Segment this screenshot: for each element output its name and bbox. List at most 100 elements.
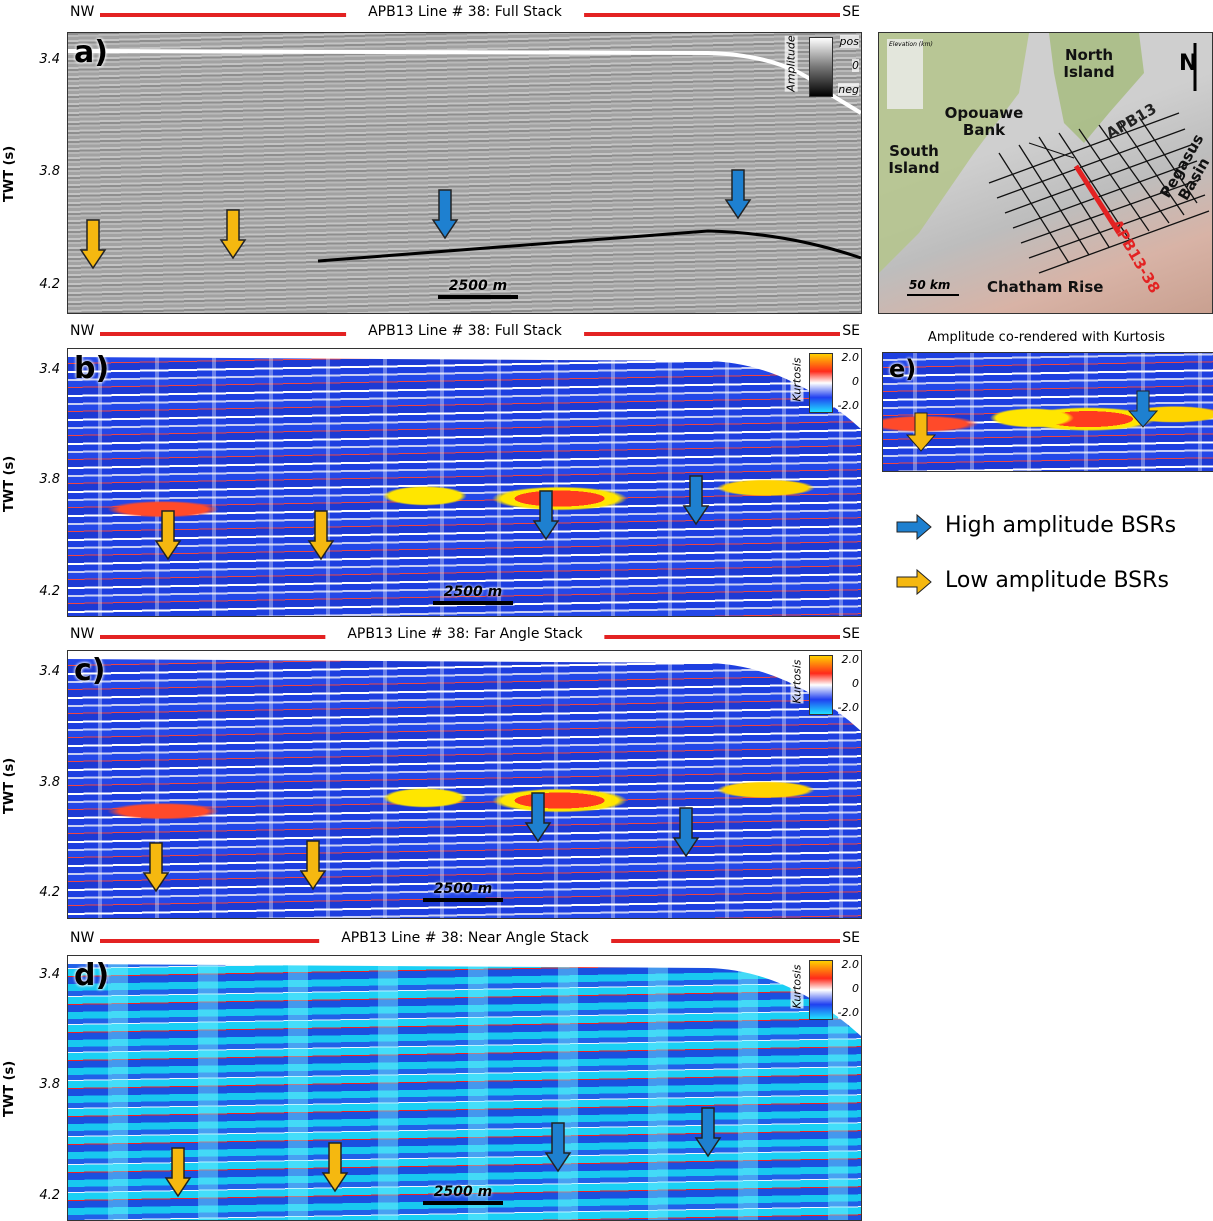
legend-low: Low amplitude BSRs: [945, 568, 1169, 593]
colorbar-label: neg: [838, 83, 859, 96]
low-arrow: [144, 843, 168, 891]
scale-bar-line: [438, 295, 518, 299]
high-arrow: [534, 491, 558, 539]
panel-header: NWAPB13 Line # 38: Full StackSE: [65, 323, 865, 343]
high-arrow: [696, 1108, 720, 1156]
colorbar-label: 2.0: [842, 653, 860, 666]
colorbar-title: Kurtosis: [791, 660, 804, 704]
high-arrow: [726, 170, 750, 218]
y-tick-label: 4.2: [18, 885, 60, 900]
panel-overlay: [68, 651, 861, 918]
header-title: APB13 Line # 38: Far Angle Stack: [325, 626, 604, 642]
seafloor: [68, 956, 861, 1036]
colorbar-title: Kurtosis: [791, 965, 804, 1009]
page: {"panels":[ {"label":"a)","header":{"lef…: [0, 0, 1213, 1219]
header-title: APB13 Line # 38: Full Stack: [346, 4, 584, 20]
elevation-title: Elevation (km): [889, 41, 933, 48]
colorbar-label: 2.0: [842, 958, 860, 971]
bsr-reflector: [318, 231, 861, 261]
colorbar-title: Kurtosis: [791, 358, 804, 402]
header-left: NW: [70, 4, 94, 20]
low-arrow: [81, 220, 105, 268]
elevation-key: [887, 39, 923, 109]
legend-icons: [895, 512, 935, 602]
low-arrow: [907, 413, 935, 451]
colorbar-label: 0: [852, 677, 859, 690]
colorbar: [809, 37, 833, 97]
panel-overlay: [68, 349, 861, 616]
scale-bar: 2500 m: [423, 881, 503, 902]
legend-low-icon: [897, 570, 931, 594]
y-axis-label: TWT (s): [2, 757, 17, 813]
y-tick-label: 3.8: [18, 775, 60, 790]
seafloor: [68, 651, 861, 731]
low-arrow: [309, 511, 333, 559]
low-arrow: [166, 1148, 190, 1196]
y-tick-label: 3.8: [18, 472, 60, 487]
colorbar-label: 0: [852, 982, 859, 995]
high-arrow: [526, 793, 550, 841]
colorbar-label: 0: [852, 59, 859, 72]
map-scale-text: 50 km: [909, 278, 950, 292]
seismic-panel: a) 2500 m Amplitude pos 0 neg: [67, 32, 862, 314]
y-tick-label: 4.2: [18, 584, 60, 599]
colorbar: [809, 960, 833, 1020]
y-tick-label: 4.2: [18, 277, 60, 292]
map-label: Chatham Rise: [987, 279, 1103, 296]
y-axis-label: TWT (s): [2, 146, 17, 202]
seismic-panel: c) 2500 m Kurtosis 2.0 0 -2.0: [67, 650, 862, 919]
y-tick-label: 3.8: [18, 1077, 60, 1092]
colorbar-label: -2.0: [838, 701, 859, 714]
low-arrow: [301, 841, 325, 889]
high-arrow: [433, 190, 457, 238]
y-tick-label: 3.4: [18, 664, 60, 679]
map-label: South Island: [884, 143, 944, 177]
header-right: SE: [842, 4, 860, 20]
panel-header: NW APB13 Line # 38: Full Stack SE: [65, 4, 865, 24]
header-title: APB13 Line # 38: Full Stack: [346, 323, 584, 339]
location-map: Elevation (km) North Island Opouawe Bank…: [878, 32, 1213, 314]
low-arrow: [221, 210, 245, 258]
scale-bar-line: [423, 1201, 503, 1205]
seafloor: [68, 349, 861, 429]
scale-bar-text: 2500 m: [434, 881, 492, 897]
y-tick-label: 4.2: [18, 1188, 60, 1203]
scale-bar: 2500 m: [433, 584, 513, 605]
low-arrow: [156, 511, 180, 559]
high-arrow: [684, 476, 708, 524]
scale-bar-line: [433, 601, 513, 605]
header-right: SE: [842, 626, 860, 642]
header-right: SE: [842, 930, 860, 946]
scale-bar-text: 2500 m: [449, 278, 507, 294]
colorbar-label: 0: [852, 375, 859, 388]
scale-bar-text: 2500 m: [444, 584, 502, 600]
y-tick-label: 3.4: [18, 362, 60, 377]
low-arrow: [323, 1143, 347, 1191]
scale-bar: 2500 m: [438, 278, 518, 299]
y-tick-label: 3.8: [18, 164, 60, 179]
panel-e-arrows: [883, 353, 1213, 471]
colorbar: [809, 655, 833, 715]
panel-overlay: [68, 956, 861, 1220]
scale-bar-text: 2500 m: [434, 1184, 492, 1200]
panel-label: a): [74, 35, 108, 70]
panel-label: c): [74, 653, 106, 688]
y-tick-label: 3.4: [18, 52, 60, 67]
panel-label: d): [74, 958, 109, 993]
y-axis-label: TWT (s): [2, 1061, 17, 1117]
colorbar-title: Amplitude: [784, 35, 797, 91]
panel-overlay: [68, 33, 861, 313]
high-arrow: [674, 808, 698, 856]
y-axis-label: TWT (s): [2, 455, 17, 511]
y-tick-label: 3.4: [18, 967, 60, 982]
colorbar-label: pos: [840, 35, 859, 48]
colorbar-label: 2.0: [842, 351, 860, 364]
high-arrow: [546, 1123, 570, 1171]
scale-bar-line: [423, 898, 503, 902]
map-label: Opouawe Bank: [944, 105, 1024, 139]
legend-high: High amplitude BSRs: [945, 513, 1176, 538]
